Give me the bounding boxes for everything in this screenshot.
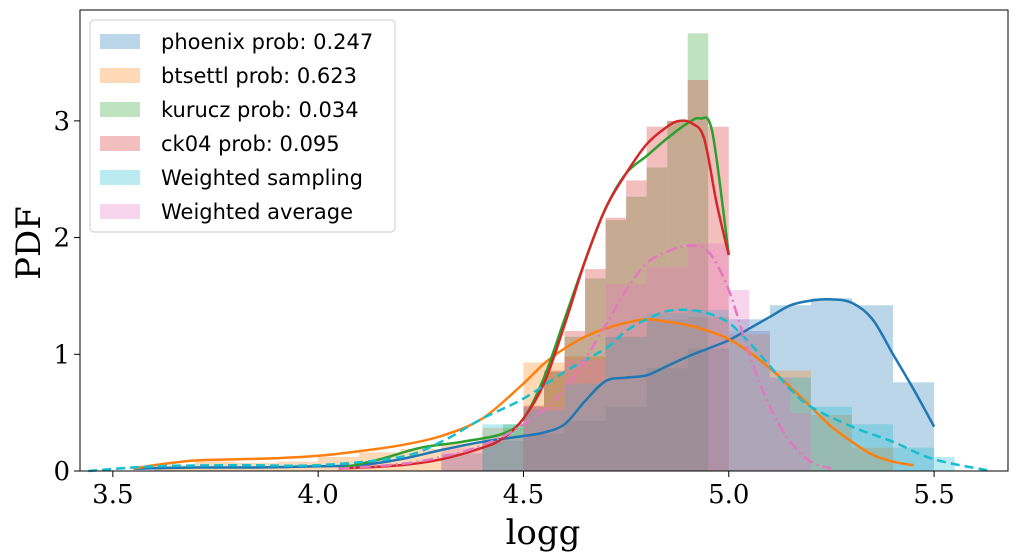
hist-bar-0-2 (523, 433, 565, 471)
hist-bar-0-4 (605, 406, 647, 471)
y-axis-label: PDF (9, 206, 49, 280)
hist-bar-0-9 (810, 298, 852, 471)
hist-bar-0-7 (728, 319, 770, 471)
legend-swatch-5 (100, 204, 140, 219)
hist-bar-2-4 (564, 336, 586, 471)
x-tick-label: 5.0 (708, 480, 749, 510)
x-tick-label: 4.5 (503, 480, 544, 510)
hist-bar-4-1 (523, 410, 565, 471)
hist-bar-3-4 (605, 217, 627, 471)
hist-bar-4-8 (810, 406, 852, 471)
hist-bar-4-3 (605, 336, 647, 471)
y-tick-label: 0 (53, 457, 70, 487)
kde-line-4 (88, 308, 992, 473)
hist-bar-4-9 (851, 424, 894, 471)
hist-bar-2-0 (482, 441, 503, 471)
hist-bar-0-6 (687, 348, 729, 471)
legend-swatch-2 (100, 102, 140, 117)
kde-line-0 (133, 298, 936, 470)
legend-swatch-1 (100, 68, 140, 83)
hist-bar-4-7 (769, 377, 811, 471)
hist-bar-0-3 (564, 420, 606, 471)
kde-lines (88, 116, 992, 473)
legend-label-0: phoenix prob: 0.247 (161, 30, 373, 54)
hist-bar-2-10 (687, 33, 709, 472)
hist-bar-5-3 (564, 360, 606, 471)
hist-bar-2-6 (605, 220, 627, 471)
x-axis: 3.5 4.0 4.5 5.0 5.5 (92, 471, 955, 510)
legend-label-4: Weighted sampling (161, 166, 363, 190)
histogram-bars (153, 33, 955, 472)
legend-swatch-0 (100, 34, 140, 49)
hist-bar-2-7 (626, 196, 647, 471)
hist-bar-3-6 (646, 126, 668, 471)
hist-bar-2-2 (523, 406, 544, 471)
y-tick-label: 1 (53, 340, 70, 370)
y-tick-label: 2 (53, 224, 70, 254)
y-tick-label: 3 (53, 107, 70, 137)
hist-bar-4-10 (893, 447, 935, 471)
legend-label-5: Weighted average (161, 200, 353, 224)
legend-label-1: btsettl prob: 0.623 (161, 64, 357, 88)
hist-bar-4-0 (482, 424, 524, 471)
hist-bar-5-0 (441, 447, 483, 471)
hist-bar-3-3 (585, 269, 606, 471)
legend-label-2: kurucz prob: 0.034 (161, 98, 359, 122)
hist-bar-3-5 (626, 180, 647, 471)
hist-bar-0-10 (851, 305, 894, 471)
legend: phoenix prob: 0.247 btsettl prob: 0.623 ku… (89, 19, 396, 233)
hist-bar-5-7 (728, 290, 750, 471)
hist-bar-1-12 (646, 319, 688, 471)
hist-bar-1-11 (605, 336, 647, 471)
hist-bar-3-8 (687, 80, 709, 471)
y-axis: 0 1 2 3 (53, 107, 80, 487)
hist-bar-2-9 (667, 120, 688, 472)
kde-line-5 (338, 244, 832, 470)
plot-frame (79, 9, 1009, 472)
legend-swatch-4 (100, 170, 140, 185)
hist-bar-5-10 (790, 412, 811, 471)
hist-bar-3-7 (667, 120, 688, 472)
legend-swatch-3 (100, 136, 140, 151)
x-tick-label: 3.5 (92, 480, 133, 510)
hist-bar-5-5 (646, 266, 688, 471)
hist-bar-1-16 (810, 414, 852, 471)
x-axis-label: logg (506, 513, 581, 553)
hist-bar-1-17 (851, 447, 894, 471)
hist-bar-4-4 (646, 313, 688, 471)
hist-bar-2-5 (585, 278, 606, 471)
hist-bar-4-2 (564, 383, 606, 471)
hist-bar-5-2 (523, 406, 565, 471)
x-tick-label: 5.5 (913, 480, 954, 510)
legend-label-3: ck04 prob: 0.095 (161, 132, 340, 156)
hist-bar-0-5 (646, 368, 688, 471)
hist-bar-1-10 (564, 356, 606, 471)
legend-box (89, 19, 396, 233)
x-tick-label: 4.0 (297, 480, 338, 510)
kde-line-3 (338, 119, 731, 470)
hist-bar-5-6 (687, 243, 729, 471)
